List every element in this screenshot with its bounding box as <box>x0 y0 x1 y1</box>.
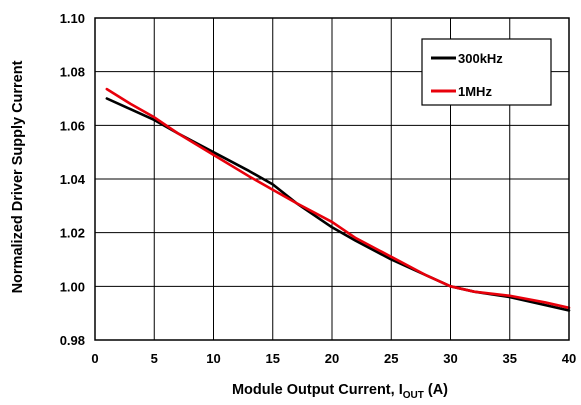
x-tick-label: 25 <box>384 351 398 366</box>
x-tick-label: 35 <box>503 351 517 366</box>
x-axis-label: Module Output Current, IOUT (A) <box>232 382 448 401</box>
x-tick-label: 40 <box>562 351 576 366</box>
x-axis-label-unit: (A) <box>424 382 448 398</box>
x-tick-labels: 0 5 10 15 20 25 30 35 40 <box>91 351 576 366</box>
series-layer <box>105 87 571 312</box>
x-tick-label: 10 <box>206 351 220 366</box>
y-tick-labels: 0.98 1.00 1.02 1.04 1.06 1.08 1.10 <box>60 11 86 348</box>
y-tick-label: 1.08 <box>60 65 85 80</box>
y-tick-label: 1.00 <box>60 279 85 294</box>
y-tick-label: 1.02 <box>60 226 85 241</box>
x-tick-label: 0 <box>91 351 98 366</box>
x-tick-label: 20 <box>325 351 339 366</box>
legend: 300kHz 1MHz <box>421 38 552 106</box>
legend-label-1mhz: 1MHz <box>458 84 492 99</box>
plot-frame <box>94 17 570 341</box>
y-tick-label: 1.04 <box>60 172 86 187</box>
series-line-300khz <box>105 97 571 312</box>
x-tick-label: 30 <box>443 351 457 366</box>
x-tick-label: 5 <box>151 351 158 366</box>
grid <box>94 17 570 341</box>
x-axis-label-subscript: OUT <box>403 390 424 401</box>
y-tick-label: 0.98 <box>60 333 85 348</box>
x-tick-label: 15 <box>266 351 280 366</box>
y-tick-label: 1.06 <box>60 118 85 133</box>
series-line-1mhz <box>105 87 571 310</box>
y-axis-label: Normalized Driver Supply Current <box>10 60 26 293</box>
x-axis-label-text: Module Output Current, I <box>232 382 403 398</box>
legend-label-300khz: 300kHz <box>458 51 503 66</box>
y-tick-label: 1.10 <box>60 11 85 26</box>
legend-box <box>421 38 552 106</box>
